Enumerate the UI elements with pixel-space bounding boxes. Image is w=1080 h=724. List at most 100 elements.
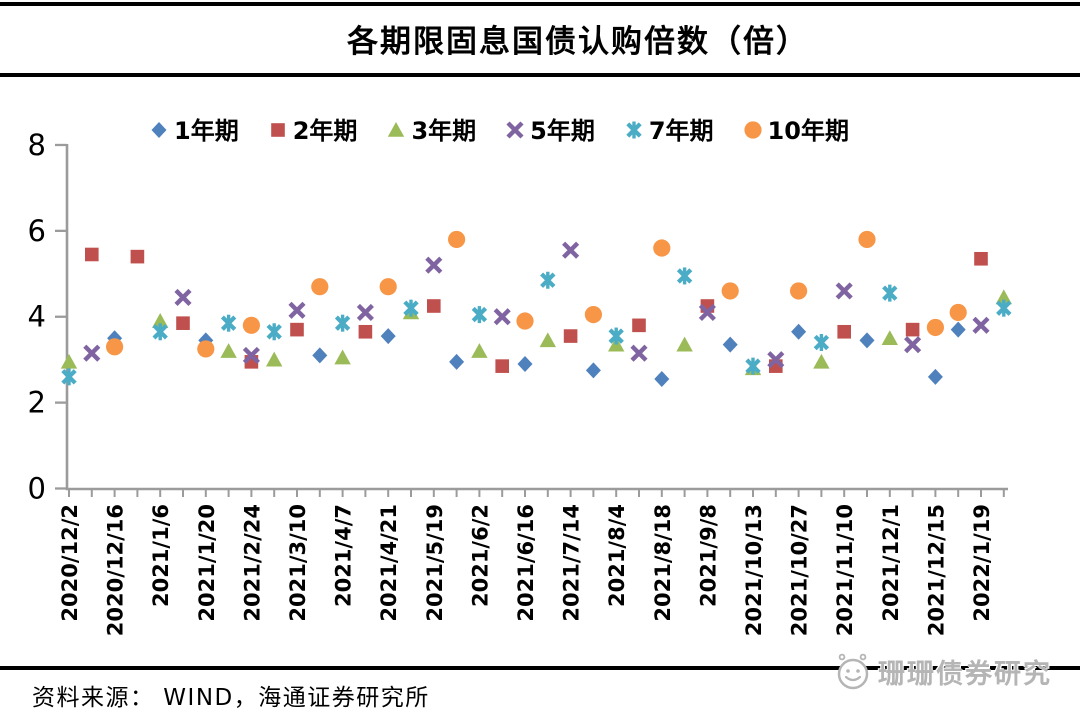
legend-item-2年期: 2年期 <box>266 111 358 146</box>
x-tick-label: 2021/4/7 <box>332 504 356 607</box>
chart-legend: 1年期 2年期 3年期 5年期 7年期 10年期 <box>0 111 1038 146</box>
page-title: 各期限固息国债认购倍数（倍） <box>347 24 809 60</box>
data-point <box>926 318 945 337</box>
data-point <box>270 122 285 137</box>
x-tick-label: 2021/5/19 <box>423 504 447 622</box>
x-tick-label: 2020/12/2 <box>58 504 82 622</box>
x-tick-label: 2021/3/10 <box>286 504 310 622</box>
x-tick-label: 2021/8/18 <box>651 504 675 622</box>
data-point <box>449 353 465 370</box>
data-point <box>493 308 511 326</box>
data-source-note: 资料来源： WIND，海通证券研究所 <box>32 685 430 711</box>
y-tick-label: 6 <box>28 214 46 248</box>
data-point <box>506 120 524 139</box>
data-point <box>791 323 807 340</box>
watermark: 珊珊债券研究 <box>833 650 1052 692</box>
x-tick-label: 2021/12/1 <box>879 504 903 622</box>
data-point <box>290 322 304 337</box>
series-10年期 <box>106 230 967 358</box>
data-point <box>743 120 762 139</box>
data-point <box>813 353 830 369</box>
data-point <box>630 344 648 362</box>
data-point <box>427 299 441 313</box>
footer-divider <box>0 666 1080 670</box>
legend-label: 2年期 <box>292 117 358 145</box>
x-tick-label: 2021/9/8 <box>696 504 720 607</box>
data-point <box>835 282 853 300</box>
x-tick-label: 2021/1/20 <box>195 504 219 622</box>
y-tick-label: 0 <box>28 472 46 506</box>
series-7年期 <box>61 267 1012 386</box>
x-tick-label: 2021/8/4 <box>605 504 629 607</box>
circle-marker-icon <box>743 120 762 139</box>
data-point <box>448 230 466 249</box>
legend-item-10年期: 10年期 <box>741 111 849 146</box>
data-point <box>176 316 190 330</box>
data-point <box>495 359 509 373</box>
x-tick-label: 2021/10/13 <box>742 504 766 636</box>
y-tick-label: 2 <box>28 386 46 420</box>
data-point <box>698 303 716 322</box>
legend-item-1年期: 1年期 <box>147 111 239 146</box>
x-tick-label: 2021/6/16 <box>514 504 538 622</box>
series-2年期 <box>85 247 988 373</box>
x-tick-label: 2021/6/2 <box>468 504 492 607</box>
data-point <box>220 343 237 358</box>
data-point <box>972 316 990 334</box>
data-point <box>242 316 260 334</box>
x-marker-icon <box>506 120 524 139</box>
data-point <box>106 338 124 356</box>
x-tick-label: 2021/10/27 <box>788 504 812 636</box>
x-tick-label: 2021/12/15 <box>924 504 948 636</box>
data-point <box>151 121 167 138</box>
x-tick-label: 2021/11/10 <box>833 504 857 636</box>
x-tick-label: 2021/7/14 <box>560 504 584 622</box>
data-point <box>837 324 851 339</box>
legend-item-5年期: 5年期 <box>503 111 595 146</box>
y-tick-label: 4 <box>28 300 46 334</box>
data-point <box>174 288 192 306</box>
data-point <box>563 329 578 343</box>
data-point <box>539 332 556 348</box>
data-point <box>859 332 875 349</box>
x-tick-label: 2021/2/24 <box>240 504 264 622</box>
data-point <box>517 355 533 372</box>
data-point <box>722 336 738 353</box>
data-point <box>388 121 405 137</box>
data-point <box>516 312 534 330</box>
x-tick-label: 2020/12/16 <box>104 504 128 636</box>
data-point <box>974 251 988 266</box>
x-tick-label: 2022/1/19 <box>970 504 994 622</box>
asterisk-marker-icon <box>626 121 642 138</box>
data-point <box>950 321 966 338</box>
data-point <box>288 301 306 319</box>
data-point <box>197 340 215 358</box>
diamond-marker-icon <box>151 121 167 138</box>
data-point <box>584 305 603 324</box>
data-point <box>721 282 739 300</box>
data-point <box>676 336 693 352</box>
square-marker-icon <box>270 122 285 137</box>
data-point <box>654 371 670 388</box>
data-point <box>949 303 967 322</box>
data-point <box>585 362 601 379</box>
data-point <box>858 230 876 249</box>
data-point <box>904 336 922 354</box>
data-point <box>356 303 374 322</box>
data-point <box>311 278 329 296</box>
data-point <box>905 322 920 337</box>
watermark-text: 珊珊债券研究 <box>878 658 1052 690</box>
data-point <box>379 278 397 296</box>
title-divider <box>0 73 1080 77</box>
x-tick-label: 2021/4/21 <box>377 504 401 622</box>
data-point <box>995 289 1012 305</box>
data-point <box>471 343 488 358</box>
data-point <box>562 241 580 259</box>
data-point <box>312 347 328 364</box>
data-point <box>653 239 671 257</box>
data-point <box>425 256 443 274</box>
data-point <box>790 282 808 300</box>
legend-label: 3年期 <box>411 117 477 145</box>
data-point <box>632 318 646 333</box>
